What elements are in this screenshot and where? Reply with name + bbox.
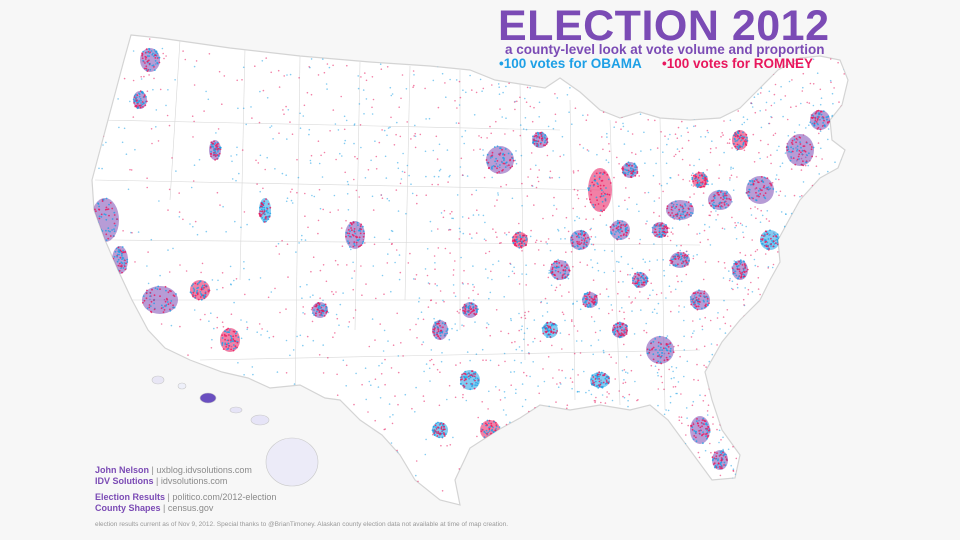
legend-romney: •100 votes for ROMNEY: [662, 56, 814, 71]
credits-block: John Nelson | uxblog.idvsolutions.com ID…: [95, 465, 277, 513]
county-cluster: [666, 200, 694, 220]
shapes-source-link[interactable]: census.gov: [167, 503, 214, 513]
author-name: John Nelson: [95, 465, 150, 475]
hawaii-islands: [151, 375, 319, 487]
footnote: election results current as of Nov 9, 20…: [95, 521, 509, 528]
map-subtitle: a county-level look at vote volume and p…: [505, 42, 825, 57]
org-name: IDV Solutions: [95, 476, 154, 486]
org-site-link[interactable]: idvsolutions.com: [160, 476, 228, 486]
author-site-link[interactable]: uxblog.idvsolutions.com: [156, 465, 252, 475]
shapes-label: County Shapes: [95, 503, 161, 513]
results-source-link[interactable]: politico.com/2012-election: [172, 492, 277, 502]
county-cluster: [92, 198, 119, 242]
county-clusters: [92, 47, 831, 470]
county-cluster: [632, 272, 648, 288]
map-title: ELECTION 2012: [498, 2, 830, 50]
results-label: Election Results: [95, 492, 166, 502]
county-cluster: [588, 168, 612, 212]
legend-obama: •100 votes for OBAMA: [499, 56, 642, 71]
state-borders: [94, 39, 740, 411]
county-cluster: [512, 442, 528, 458]
